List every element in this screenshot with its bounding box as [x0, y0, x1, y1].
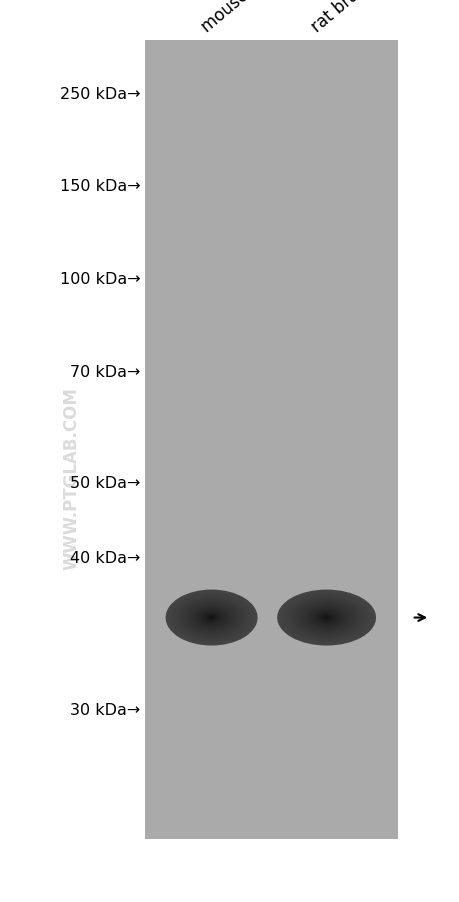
Text: 100 kDa→: 100 kDa→ [60, 272, 140, 287]
Bar [145, 41, 397, 839]
Text: mouse brain: mouse brain [197, 0, 288, 36]
Ellipse shape [275, 589, 377, 647]
Ellipse shape [274, 588, 378, 648]
Ellipse shape [183, 601, 240, 635]
Ellipse shape [169, 592, 254, 644]
Ellipse shape [190, 605, 232, 630]
Ellipse shape [308, 608, 343, 628]
Ellipse shape [294, 600, 358, 636]
Ellipse shape [174, 594, 249, 641]
Text: WWW.PTGLAB.COM: WWW.PTGLAB.COM [62, 387, 80, 569]
Ellipse shape [319, 613, 333, 622]
Ellipse shape [162, 588, 260, 648]
Text: 250 kDa→: 250 kDa→ [60, 87, 140, 102]
Ellipse shape [300, 603, 352, 632]
Text: 150 kDa→: 150 kDa→ [60, 179, 140, 194]
Ellipse shape [195, 608, 227, 628]
Ellipse shape [297, 602, 354, 634]
Ellipse shape [186, 603, 236, 633]
Ellipse shape [177, 597, 246, 639]
Ellipse shape [171, 594, 252, 642]
Ellipse shape [192, 606, 231, 630]
Ellipse shape [178, 598, 245, 638]
Ellipse shape [196, 609, 226, 627]
Ellipse shape [310, 609, 342, 627]
Ellipse shape [280, 592, 371, 644]
Ellipse shape [170, 593, 252, 643]
Ellipse shape [299, 603, 353, 633]
Ellipse shape [297, 601, 356, 635]
Text: 70 kDa→: 70 kDa→ [70, 364, 140, 379]
Ellipse shape [179, 598, 243, 638]
Ellipse shape [315, 612, 337, 624]
Ellipse shape [210, 617, 213, 619]
Ellipse shape [200, 611, 223, 625]
Ellipse shape [322, 616, 330, 620]
Ellipse shape [324, 616, 328, 620]
Text: 50 kDa→: 50 kDa→ [70, 475, 140, 490]
Ellipse shape [320, 614, 332, 621]
Ellipse shape [290, 598, 362, 638]
Ellipse shape [165, 590, 257, 646]
Ellipse shape [209, 616, 213, 620]
Ellipse shape [291, 598, 360, 638]
Ellipse shape [204, 613, 218, 622]
Ellipse shape [207, 615, 216, 621]
Ellipse shape [305, 606, 347, 630]
Ellipse shape [208, 616, 215, 620]
Ellipse shape [188, 604, 234, 631]
Ellipse shape [281, 593, 370, 643]
Ellipse shape [203, 613, 219, 622]
Ellipse shape [321, 615, 331, 621]
Ellipse shape [292, 599, 359, 637]
Ellipse shape [180, 599, 242, 637]
Ellipse shape [202, 612, 220, 623]
Ellipse shape [284, 594, 368, 641]
Ellipse shape [194, 607, 229, 629]
Ellipse shape [184, 601, 239, 635]
Ellipse shape [172, 594, 250, 641]
Ellipse shape [164, 589, 258, 647]
Ellipse shape [193, 607, 230, 629]
Ellipse shape [316, 612, 336, 623]
Ellipse shape [187, 603, 235, 632]
Ellipse shape [312, 610, 340, 626]
Ellipse shape [185, 602, 238, 634]
Ellipse shape [181, 600, 241, 636]
Ellipse shape [197, 610, 225, 626]
Ellipse shape [286, 595, 365, 640]
Text: rat brain: rat brain [308, 0, 374, 36]
Ellipse shape [295, 601, 357, 635]
Ellipse shape [201, 612, 222, 624]
Ellipse shape [304, 605, 348, 630]
Text: 30 kDa→: 30 kDa→ [70, 703, 140, 717]
Ellipse shape [176, 596, 247, 640]
Ellipse shape [279, 592, 373, 644]
Ellipse shape [306, 607, 346, 629]
Text: 40 kDa→: 40 kDa→ [70, 550, 140, 565]
Ellipse shape [174, 595, 248, 640]
Ellipse shape [167, 591, 256, 645]
Ellipse shape [283, 594, 369, 642]
Ellipse shape [206, 614, 217, 621]
Ellipse shape [199, 610, 224, 626]
Ellipse shape [276, 590, 375, 646]
Ellipse shape [190, 604, 233, 631]
Ellipse shape [325, 617, 327, 619]
Ellipse shape [302, 604, 349, 631]
Ellipse shape [311, 610, 341, 626]
Ellipse shape [289, 597, 363, 639]
Ellipse shape [301, 604, 351, 631]
Ellipse shape [165, 590, 257, 646]
Ellipse shape [308, 607, 344, 629]
Ellipse shape [313, 611, 338, 625]
Ellipse shape [317, 613, 335, 622]
Ellipse shape [276, 590, 375, 646]
Ellipse shape [168, 592, 255, 644]
Ellipse shape [278, 591, 374, 645]
Ellipse shape [288, 596, 364, 640]
Ellipse shape [285, 594, 367, 641]
